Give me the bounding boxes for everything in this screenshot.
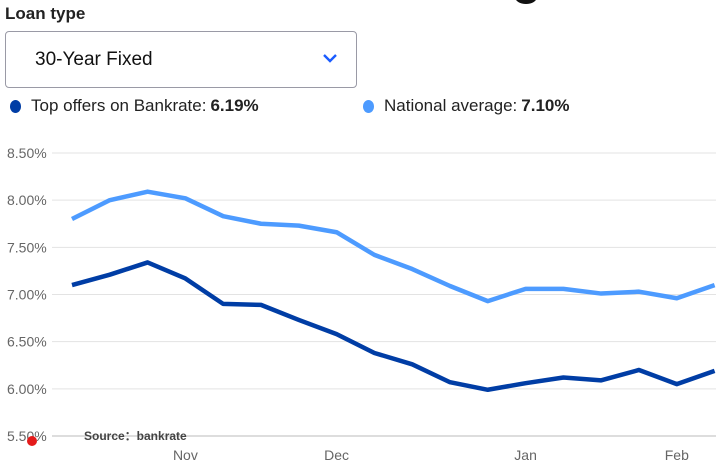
- chevron-down-icon: [323, 54, 337, 63]
- y-tick-label: 6.50%: [7, 334, 47, 350]
- x-tick-label: Nov: [173, 447, 198, 463]
- heading-fragment: [515, 0, 537, 4]
- legend-label: National average:: [384, 96, 518, 115]
- x-tick-label: Dec: [324, 447, 349, 463]
- loan-type-value: 30-Year Fixed: [35, 49, 153, 70]
- loan-type-dropdown[interactable]: 30-Year Fixed: [5, 31, 357, 88]
- y-tick-label: 8.00%: [7, 192, 47, 208]
- series-line-top-offers-on-bankrate: [71, 260, 716, 393]
- rate-chart: 8.50%8.00%7.50%7.00%6.50%6.00%5.50%Nov De…: [7, 145, 716, 463]
- legend-item-national-average: National average: 7.10%: [363, 96, 569, 116]
- legend-item-top-offers: Top offers on Bankrate: 6.19%: [10, 96, 259, 116]
- source-note: Source：bankrate: [84, 429, 187, 443]
- loan-type-label: Loan type: [5, 4, 86, 23]
- x-tick-label: Feb: [665, 447, 689, 463]
- legend-value: 7.10%: [521, 96, 570, 115]
- y-tick-label: 7.00%: [7, 287, 47, 303]
- legend-dot-icon: [10, 99, 21, 113]
- legend-dot-icon: [363, 99, 374, 113]
- y-tick-label: 7.50%: [7, 239, 47, 255]
- legend-value: 6.19%: [210, 96, 259, 115]
- x-tick-label: Jan: [514, 447, 537, 463]
- y-tick-label: 6.00%: [7, 381, 47, 397]
- series-line-national-average: [70, 189, 716, 304]
- y-tick-label: 8.50%: [7, 145, 47, 161]
- red-marker: [27, 436, 37, 446]
- legend-label: Top offers on Bankrate:: [31, 96, 207, 115]
